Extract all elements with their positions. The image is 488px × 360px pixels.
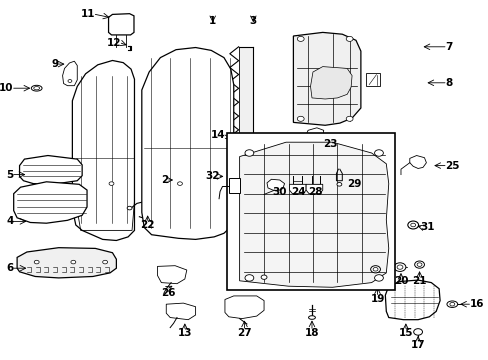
Polygon shape bbox=[157, 266, 186, 284]
Ellipse shape bbox=[393, 263, 405, 271]
Polygon shape bbox=[166, 303, 195, 320]
Text: 24: 24 bbox=[290, 187, 305, 197]
Text: 28: 28 bbox=[307, 187, 322, 197]
Text: 19: 19 bbox=[369, 294, 384, 305]
Ellipse shape bbox=[449, 302, 454, 306]
Polygon shape bbox=[365, 73, 380, 86]
Text: 23: 23 bbox=[322, 139, 337, 149]
Text: 2: 2 bbox=[161, 175, 168, 185]
Polygon shape bbox=[228, 178, 239, 193]
Polygon shape bbox=[108, 14, 134, 35]
Text: 16: 16 bbox=[468, 299, 483, 309]
Polygon shape bbox=[17, 248, 116, 278]
Ellipse shape bbox=[346, 116, 352, 121]
Ellipse shape bbox=[336, 183, 341, 186]
Ellipse shape bbox=[102, 260, 107, 264]
Text: 29: 29 bbox=[346, 179, 361, 189]
Text: 22: 22 bbox=[140, 220, 155, 230]
Bar bbox=[227, 133, 394, 290]
Text: 1: 1 bbox=[209, 16, 216, 26]
Ellipse shape bbox=[416, 263, 421, 266]
Text: 31: 31 bbox=[420, 222, 434, 232]
Polygon shape bbox=[142, 48, 233, 239]
Text: 15: 15 bbox=[398, 328, 412, 338]
Ellipse shape bbox=[407, 221, 418, 229]
Ellipse shape bbox=[370, 266, 380, 273]
Ellipse shape bbox=[346, 36, 352, 41]
Ellipse shape bbox=[68, 80, 72, 82]
Polygon shape bbox=[238, 47, 253, 137]
Text: 30: 30 bbox=[272, 187, 286, 197]
Ellipse shape bbox=[410, 223, 415, 227]
Text: 11: 11 bbox=[81, 9, 95, 19]
Ellipse shape bbox=[446, 301, 457, 307]
Text: 14: 14 bbox=[210, 130, 224, 140]
Polygon shape bbox=[305, 128, 323, 141]
Text: 32: 32 bbox=[205, 171, 220, 181]
Text: 9: 9 bbox=[51, 59, 59, 69]
Text: 27: 27 bbox=[237, 328, 251, 338]
Text: 7: 7 bbox=[444, 42, 451, 52]
Text: 13: 13 bbox=[177, 328, 192, 338]
Text: 8: 8 bbox=[444, 78, 451, 88]
Ellipse shape bbox=[374, 275, 383, 281]
Ellipse shape bbox=[244, 275, 253, 281]
Ellipse shape bbox=[308, 316, 315, 319]
Polygon shape bbox=[62, 61, 77, 86]
Text: 4: 4 bbox=[6, 216, 14, 226]
Ellipse shape bbox=[127, 206, 132, 210]
Ellipse shape bbox=[413, 329, 422, 335]
Ellipse shape bbox=[34, 260, 39, 264]
Ellipse shape bbox=[31, 85, 42, 91]
Polygon shape bbox=[14, 182, 87, 223]
Polygon shape bbox=[266, 179, 284, 191]
Text: 21: 21 bbox=[411, 276, 426, 287]
Polygon shape bbox=[385, 280, 439, 320]
Ellipse shape bbox=[372, 267, 377, 271]
Ellipse shape bbox=[244, 150, 253, 156]
Polygon shape bbox=[293, 32, 360, 125]
Text: 10: 10 bbox=[0, 83, 14, 93]
Text: 20: 20 bbox=[393, 276, 407, 287]
Text: 26: 26 bbox=[161, 288, 176, 298]
Ellipse shape bbox=[414, 261, 424, 268]
Ellipse shape bbox=[177, 182, 182, 185]
Polygon shape bbox=[305, 184, 322, 194]
Polygon shape bbox=[310, 67, 351, 99]
Text: 6: 6 bbox=[6, 263, 14, 273]
Ellipse shape bbox=[373, 269, 379, 273]
Text: 12: 12 bbox=[106, 38, 121, 48]
Polygon shape bbox=[20, 156, 82, 184]
Ellipse shape bbox=[396, 265, 402, 269]
Ellipse shape bbox=[297, 116, 304, 121]
Ellipse shape bbox=[261, 275, 266, 279]
Polygon shape bbox=[72, 60, 134, 240]
Ellipse shape bbox=[297, 36, 304, 41]
Ellipse shape bbox=[109, 182, 114, 185]
Polygon shape bbox=[239, 142, 388, 287]
Polygon shape bbox=[409, 156, 426, 168]
Text: 25: 25 bbox=[444, 161, 459, 171]
Ellipse shape bbox=[374, 150, 383, 156]
Text: 5: 5 bbox=[6, 170, 14, 180]
Text: 3: 3 bbox=[249, 16, 256, 26]
Text: 17: 17 bbox=[410, 340, 425, 350]
Text: 18: 18 bbox=[304, 328, 319, 338]
Ellipse shape bbox=[34, 86, 40, 90]
Ellipse shape bbox=[71, 260, 76, 264]
Polygon shape bbox=[224, 296, 264, 319]
Polygon shape bbox=[289, 184, 305, 194]
